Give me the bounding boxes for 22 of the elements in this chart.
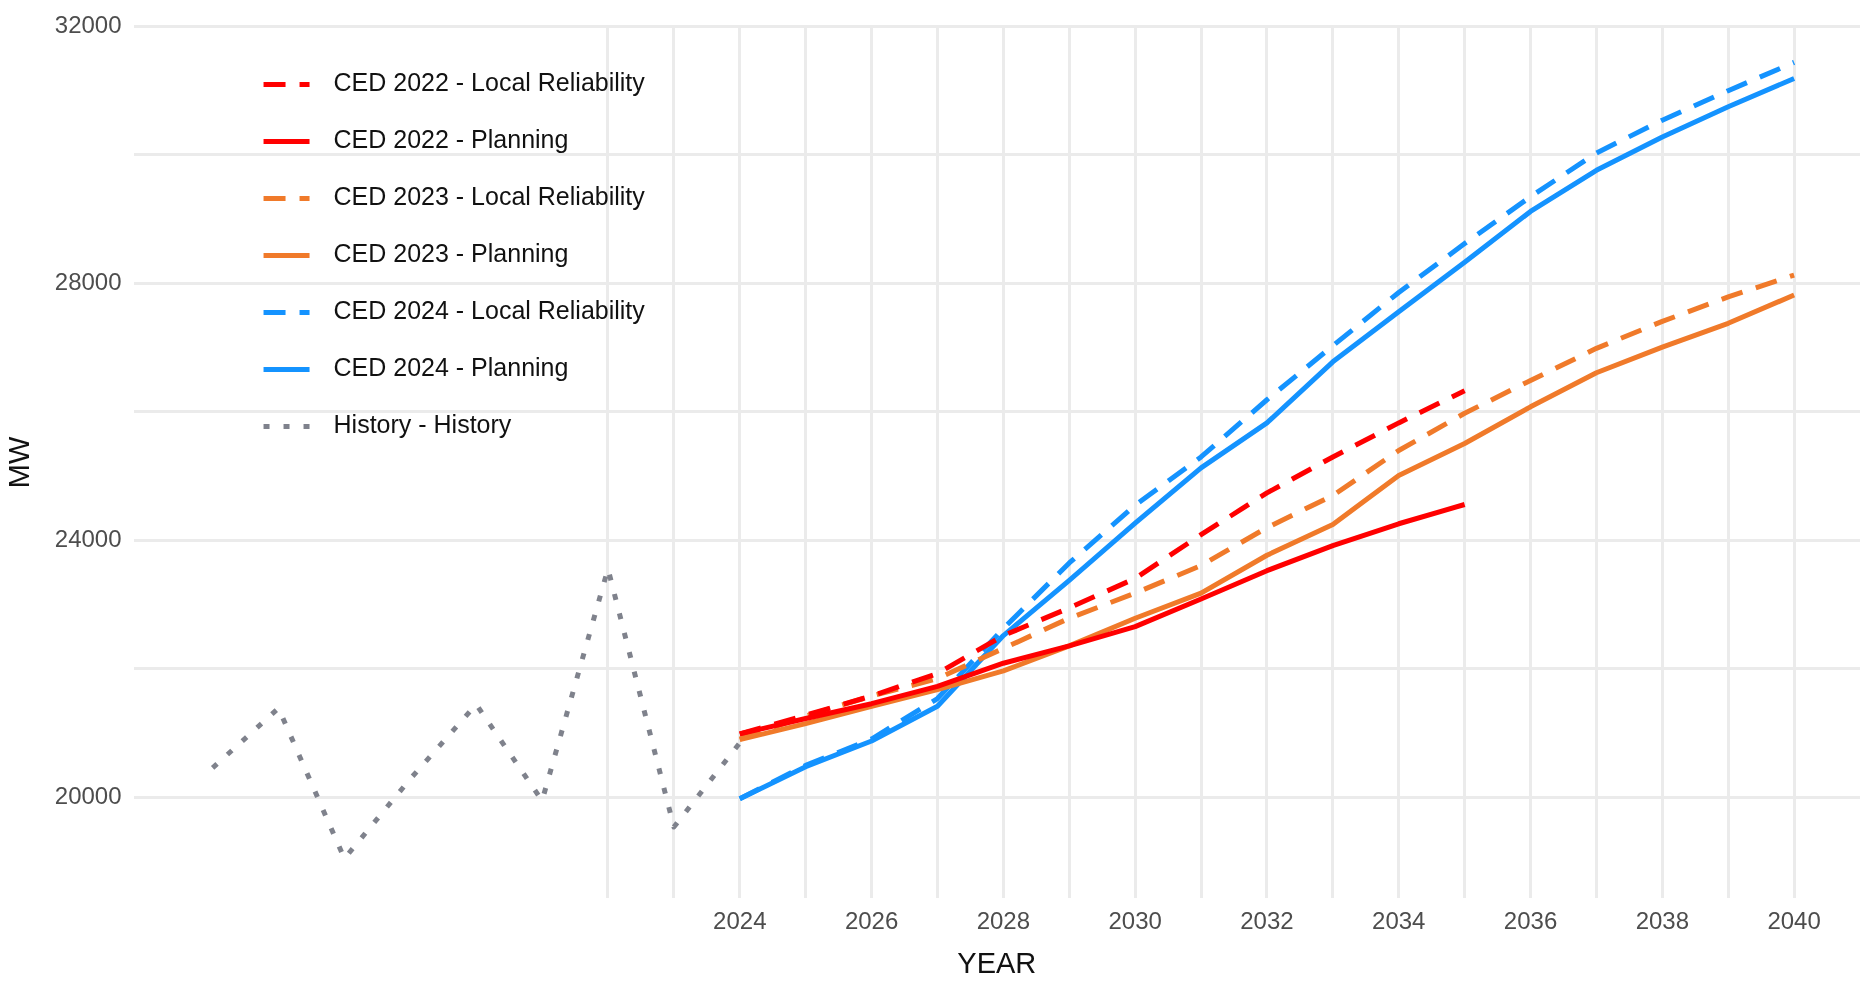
x-tick-label: 2034 xyxy=(1372,907,1426,935)
x-tick-label: 2030 xyxy=(1108,907,1162,935)
legend-label: History - History xyxy=(333,410,512,439)
x-tick-label: 2026 xyxy=(844,907,899,935)
legend-label: CED 2023 - Local Reliability xyxy=(333,182,646,211)
x-tick-label: 2038 xyxy=(1635,907,1690,935)
y-tick-label: 28000 xyxy=(54,268,122,296)
legend-label: CED 2024 - Planning xyxy=(333,353,569,382)
legend-label: CED 2022 - Local Reliability xyxy=(333,68,646,97)
x-tick-label: 2036 xyxy=(1503,907,1558,935)
y-tick-label: 20000 xyxy=(54,782,122,810)
legend-label: CED 2024 - Local Reliability xyxy=(333,296,646,325)
x-tick-label: 2032 xyxy=(1240,907,1294,935)
legend-label: CED 2023 - Planning xyxy=(333,239,569,268)
x-axis-title: YEAR xyxy=(957,946,1037,979)
y-tick-label: 32000 xyxy=(54,11,122,39)
legend-label: CED 2022 - Planning xyxy=(333,125,569,154)
x-tick-label: 2040 xyxy=(1767,907,1821,935)
y-tick-label: 24000 xyxy=(54,525,122,553)
y-axis-title: MW xyxy=(3,436,36,489)
x-tick-label: 2028 xyxy=(976,907,1031,935)
x-tick-label: 2024 xyxy=(713,907,767,935)
